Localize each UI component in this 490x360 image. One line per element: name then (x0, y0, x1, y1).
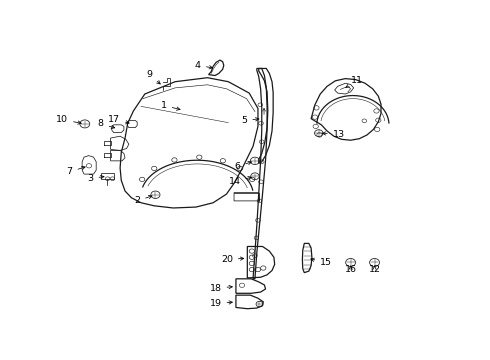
Text: 4: 4 (195, 61, 213, 70)
Text: 8: 8 (98, 120, 115, 129)
Text: 1: 1 (161, 101, 180, 110)
Text: 13: 13 (322, 130, 345, 139)
Text: 9: 9 (147, 70, 160, 84)
Text: 12: 12 (368, 265, 381, 274)
Text: 14: 14 (228, 176, 251, 186)
Text: 18: 18 (210, 284, 232, 293)
Text: 6: 6 (235, 161, 251, 171)
Text: 10: 10 (56, 115, 81, 124)
Text: 5: 5 (242, 116, 259, 125)
Text: 7: 7 (67, 166, 85, 176)
Text: 19: 19 (210, 299, 232, 308)
Text: 11: 11 (345, 76, 363, 88)
Text: 16: 16 (344, 265, 357, 274)
Text: 15: 15 (311, 258, 332, 267)
Text: 3: 3 (87, 174, 104, 183)
Text: 17: 17 (108, 115, 129, 124)
Text: 20: 20 (221, 255, 244, 264)
Text: 2: 2 (134, 195, 152, 206)
